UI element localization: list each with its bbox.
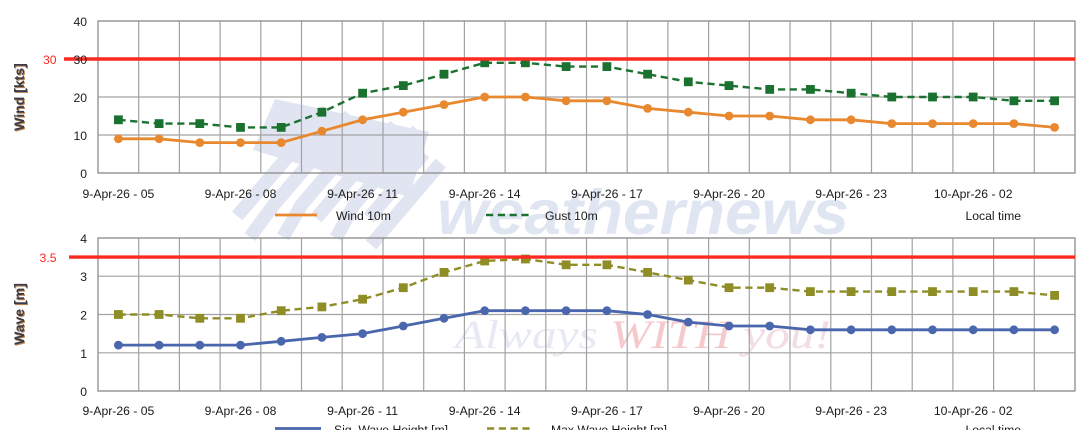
svg-text:1: 1 <box>80 347 87 361</box>
svg-text:Always WITH you!: Always WITH you! <box>451 312 831 357</box>
svg-text:30: 30 <box>73 53 87 67</box>
svg-text:9-Apr-26 - 17: 9-Apr-26 - 17 <box>571 187 643 201</box>
svg-text:9-Apr-26 - 05: 9-Apr-26 - 05 <box>82 404 154 418</box>
svg-text:9-Apr-26 - 17: 9-Apr-26 - 17 <box>571 404 643 418</box>
svg-text:Max Wave Height [m]: Max Wave Height [m] <box>551 423 667 430</box>
svg-text:0: 0 <box>80 167 87 181</box>
svg-text:Sig. Wave Height [m]: Sig. Wave Height [m] <box>334 423 448 430</box>
svg-text:4: 4 <box>80 232 87 246</box>
svg-text:weathernews: weathernews <box>437 178 849 248</box>
svg-text:9-Apr-26 - 14: 9-Apr-26 - 14 <box>449 404 521 418</box>
svg-text:Wind [kts]: Wind [kts] <box>12 64 28 132</box>
svg-text:Wave [m]: Wave [m] <box>11 283 27 345</box>
svg-text:Local time: Local time <box>965 209 1021 223</box>
svg-text:40: 40 <box>73 15 87 29</box>
svg-text:9-Apr-26 - 05: 9-Apr-26 - 05 <box>82 187 154 201</box>
svg-text:9-Apr-26 - 23: 9-Apr-26 - 23 <box>815 404 887 418</box>
svg-text:Wave [m]: Wave [m] <box>12 284 28 346</box>
svg-text:2: 2 <box>80 309 87 323</box>
svg-text:3: 3 <box>80 270 87 284</box>
svg-text:Gust 10m: Gust 10m <box>545 209 598 223</box>
svg-text:30: 30 <box>43 53 57 67</box>
svg-text:9-Apr-26 - 08: 9-Apr-26 - 08 <box>205 187 277 201</box>
svg-text:10: 10 <box>73 129 87 143</box>
svg-text:Wind [kts]: Wind [kts] <box>11 63 27 131</box>
svg-text:Wind 10m: Wind 10m <box>336 209 391 223</box>
svg-text:10-Apr-26 - 02: 10-Apr-26 - 02 <box>934 187 1013 201</box>
svg-text:9-Apr-26 - 20: 9-Apr-26 - 20 <box>693 187 765 201</box>
svg-text:9-Apr-26 - 08: 9-Apr-26 - 08 <box>205 404 277 418</box>
svg-text:Local time: Local time <box>965 423 1021 430</box>
svg-text:9-Apr-26 - 23: 9-Apr-26 - 23 <box>815 187 887 201</box>
svg-text:9-Apr-26 - 20: 9-Apr-26 - 20 <box>693 404 765 418</box>
svg-text:9-Apr-26 - 14: 9-Apr-26 - 14 <box>449 187 521 201</box>
svg-text:0: 0 <box>80 385 87 399</box>
svg-text:3.5: 3.5 <box>40 251 57 265</box>
svg-text:20: 20 <box>73 91 87 105</box>
svg-text:9-Apr-26 - 11: 9-Apr-26 - 11 <box>327 187 398 201</box>
svg-text:9-Apr-26 - 11: 9-Apr-26 - 11 <box>327 404 398 418</box>
svg-text:10-Apr-26 - 02: 10-Apr-26 - 02 <box>934 404 1013 418</box>
